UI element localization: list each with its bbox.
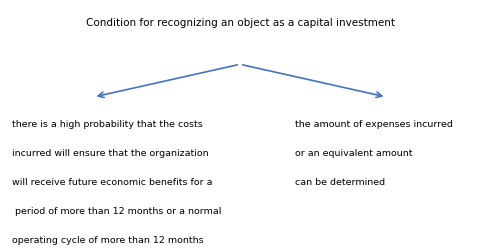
Text: or an equivalent amount: or an equivalent amount <box>295 149 413 158</box>
Text: there is a high probability that the costs: there is a high probability that the cos… <box>12 120 203 129</box>
Text: Condition for recognizing an object as a capital investment: Condition for recognizing an object as a… <box>85 18 395 28</box>
Text: will receive future economic benefits for a: will receive future economic benefits fo… <box>12 178 213 187</box>
Text: operating cycle of more than 12 months: operating cycle of more than 12 months <box>12 236 204 245</box>
Text: incurred will ensure that the organization: incurred will ensure that the organizati… <box>12 149 209 158</box>
Text: the amount of expenses incurred: the amount of expenses incurred <box>295 120 453 129</box>
Text: period of more than 12 months or a normal: period of more than 12 months or a norma… <box>12 207 221 216</box>
Text: can be determined: can be determined <box>295 178 385 187</box>
